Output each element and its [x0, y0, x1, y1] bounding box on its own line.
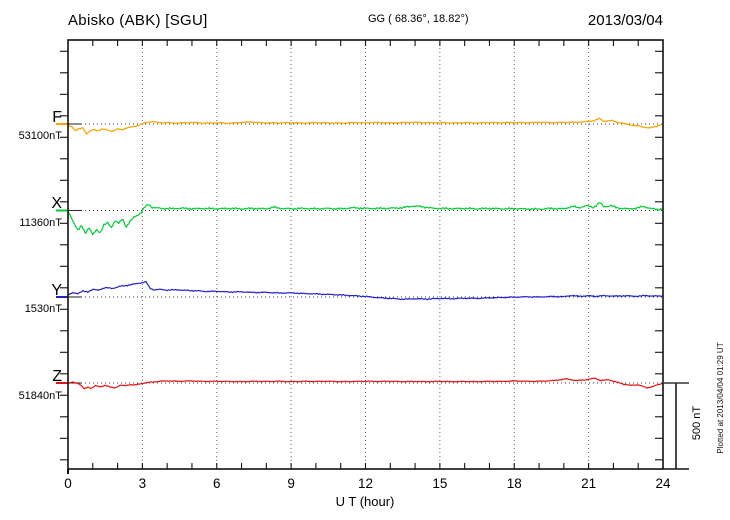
date-label: 2013/03/04 [588, 12, 663, 29]
trace-baseline-y: 1530nT [25, 303, 63, 315]
trace-f [67, 117, 664, 135]
trace-baseline-z: 51840nT [19, 390, 63, 402]
trace-z [67, 377, 664, 390]
geo-coords-label: GG ( 68.36°, 18.82°) [368, 13, 469, 25]
x-tick-label-21: 21 [581, 476, 596, 491]
trace-baseline-f: 53100nT [19, 130, 63, 142]
trace-label-y: Y [51, 282, 62, 299]
trace-label-x: X [51, 195, 62, 212]
trace-baseline-x: 11360nT [19, 217, 62, 229]
trace-label-z: Z [52, 368, 62, 385]
x-tick-label-9: 9 [287, 476, 295, 491]
trace-x [67, 202, 664, 236]
trace-label-f: F [52, 109, 62, 126]
x-tick-label-3: 3 [139, 476, 147, 491]
plot-area: 0 3 6 9 12 15 18 21 24 [56, 39, 689, 491]
station-title: Abisko (ABK) [SGU] [68, 12, 208, 29]
x-axis-title: U T (hour) [336, 494, 395, 509]
x-tick-label-0: 0 [64, 476, 72, 491]
trace-y [67, 280, 664, 301]
x-tick-label-15: 15 [432, 476, 447, 491]
x-tick-label-24: 24 [655, 476, 671, 491]
x-tick-label-12: 12 [358, 476, 373, 491]
x-tick-label-18: 18 [507, 476, 522, 491]
scale-bar-label: 500 nT [691, 406, 703, 441]
x-tick-label-6: 6 [213, 476, 221, 491]
plotted-at-label: Plotted at 2013/04/04 01:29 UT [716, 342, 725, 453]
